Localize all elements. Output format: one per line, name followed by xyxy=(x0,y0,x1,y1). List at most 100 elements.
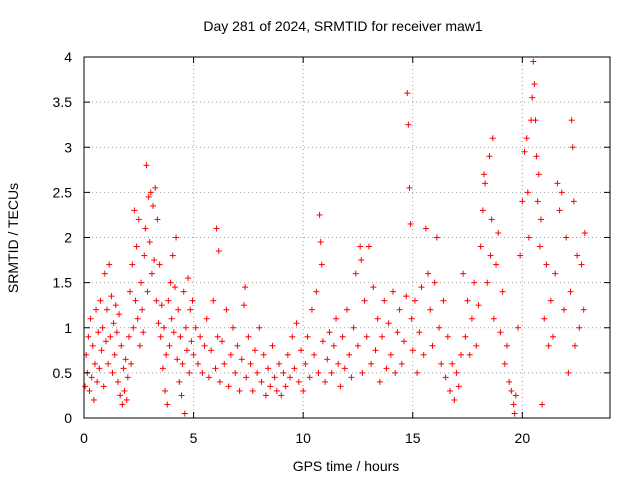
x-axis-label: GPS time / hours xyxy=(293,458,400,474)
data-point xyxy=(414,369,421,376)
data-point xyxy=(326,329,333,336)
data-point xyxy=(293,320,300,327)
data-point xyxy=(328,369,335,376)
data-point xyxy=(497,329,504,336)
data-point xyxy=(125,333,132,340)
x-tick-labels: 0 5 10 15 20 xyxy=(80,430,530,446)
data-point xyxy=(112,302,119,309)
data-point xyxy=(442,374,449,381)
data-point xyxy=(574,252,581,259)
data-point xyxy=(539,401,546,408)
data-point xyxy=(543,261,550,268)
data-point xyxy=(482,180,489,187)
data-point xyxy=(486,153,493,160)
data-point xyxy=(489,135,496,142)
data-point xyxy=(236,387,243,394)
data-point xyxy=(154,216,161,223)
data-point xyxy=(416,329,423,336)
data-point xyxy=(102,338,109,345)
data-point xyxy=(89,342,96,349)
data-point xyxy=(176,378,183,385)
data-point xyxy=(576,324,583,331)
data-point xyxy=(510,401,517,408)
data-point xyxy=(136,342,143,349)
data-point xyxy=(567,288,574,295)
data-point xyxy=(120,365,127,372)
data-point xyxy=(258,378,265,385)
data-point xyxy=(392,369,399,376)
data-point xyxy=(308,306,315,313)
data-point xyxy=(111,351,118,358)
data-point xyxy=(190,351,197,358)
data-point xyxy=(94,378,101,385)
data-point xyxy=(471,279,478,286)
data-point xyxy=(162,387,169,394)
data-point xyxy=(403,293,410,300)
data-point xyxy=(316,211,323,218)
data-point xyxy=(524,189,531,196)
data-point xyxy=(550,333,557,340)
data-point xyxy=(107,333,114,340)
data-point xyxy=(302,360,309,367)
data-point xyxy=(436,324,443,331)
data-point xyxy=(333,315,340,322)
data-point xyxy=(254,369,261,376)
data-point xyxy=(90,396,97,403)
data-point xyxy=(142,225,149,232)
data-point xyxy=(284,351,291,358)
data-point xyxy=(431,279,438,286)
data-point xyxy=(529,94,536,101)
chart-title: Day 281 of 2024, SRMTID for receiver maw… xyxy=(203,18,483,34)
data-point xyxy=(438,360,445,367)
data-point xyxy=(249,387,256,394)
data-point xyxy=(151,257,158,264)
y-tick-label: 0.5 xyxy=(53,365,73,381)
data-point xyxy=(455,383,462,390)
data-point xyxy=(223,306,230,313)
data-point xyxy=(97,297,104,304)
y-tick-label: 3 xyxy=(64,139,72,155)
y-axis-label: SRMTID / TECUs xyxy=(5,183,21,293)
data-point xyxy=(537,216,544,223)
data-point xyxy=(420,351,427,358)
data-point xyxy=(444,333,451,340)
data-point xyxy=(536,243,543,250)
data-point xyxy=(341,365,348,372)
data-point xyxy=(503,342,510,349)
data-point xyxy=(418,284,425,291)
data-point xyxy=(337,383,344,390)
data-point xyxy=(165,297,172,304)
data-point xyxy=(93,306,100,313)
data-point xyxy=(280,369,287,376)
data-point xyxy=(86,387,93,394)
data-point xyxy=(300,387,307,394)
data-point xyxy=(289,333,296,340)
data-point xyxy=(440,297,447,304)
data-point xyxy=(493,261,500,268)
data-point xyxy=(363,333,370,340)
data-point xyxy=(473,342,480,349)
data-point xyxy=(580,306,587,313)
data-point xyxy=(267,383,274,390)
data-point xyxy=(122,356,129,363)
data-point xyxy=(238,356,245,363)
data-point xyxy=(394,329,401,336)
data-point xyxy=(179,360,186,367)
data-point xyxy=(354,342,361,349)
data-point xyxy=(141,252,148,259)
data-point xyxy=(578,261,585,268)
data-point xyxy=(148,270,155,277)
data-point xyxy=(96,365,103,372)
data-point xyxy=(571,342,578,349)
data-point xyxy=(245,333,252,340)
data-point xyxy=(146,239,153,246)
data-point xyxy=(147,189,154,196)
y-tick-labels: 0 0.5 1 1.5 2 2.5 3 3.5 4 xyxy=(53,49,73,426)
data-point xyxy=(123,396,130,403)
data-point xyxy=(385,320,392,327)
data-point xyxy=(219,338,226,345)
data-point xyxy=(278,392,285,399)
data-point xyxy=(545,342,552,349)
data-point xyxy=(319,338,326,345)
